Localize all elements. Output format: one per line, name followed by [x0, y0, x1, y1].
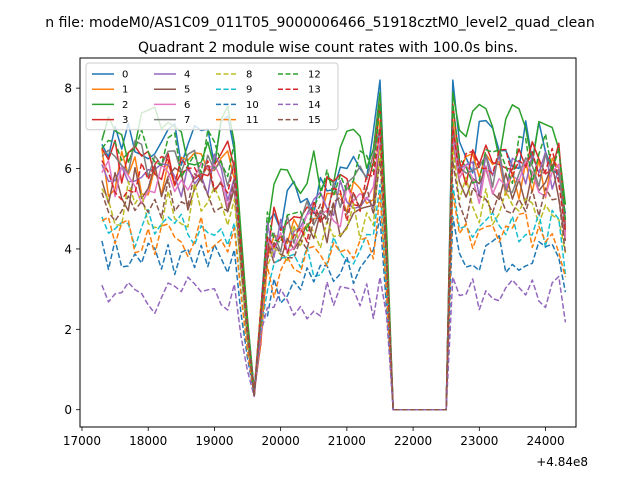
- legend-label-0: 0: [122, 70, 128, 81]
- y-tick-label-4: 4: [64, 242, 72, 256]
- series-line-10: [101, 216, 567, 411]
- x-offset-label: +4.84e8: [536, 455, 588, 469]
- legend-label-10: 10: [246, 100, 259, 111]
- axes-title: Quadrant 2 module wise count rates with …: [138, 40, 518, 56]
- y-tick-label-0: 0: [64, 403, 72, 417]
- legend-box: [85, 62, 339, 131]
- series-line-15: [101, 159, 567, 411]
- y-axis: 0 2 4 6 8: [64, 82, 80, 417]
- x-tick-label-17000: 17000: [63, 434, 101, 448]
- legend-label-7: 7: [184, 115, 190, 126]
- legend-label-1: 1: [122, 85, 128, 96]
- legend-label-4: 4: [184, 70, 190, 81]
- x-tick-label-23000: 23000: [460, 434, 498, 448]
- series-line-8: [101, 147, 567, 411]
- legend-label-5: 5: [184, 85, 190, 96]
- x-tick-label-22000: 22000: [394, 434, 432, 448]
- y-tick-label-6: 6: [64, 162, 72, 176]
- x-tick-label-19000: 19000: [195, 434, 233, 448]
- series-line-13: [101, 127, 567, 411]
- legend-label-2: 2: [122, 100, 128, 111]
- legend-label-15: 15: [308, 115, 321, 126]
- legend-label-12: 12: [308, 70, 321, 81]
- legend-label-9: 9: [246, 85, 252, 96]
- series-line-12: [101, 103, 567, 411]
- series-line-6: [101, 135, 567, 411]
- series-line-4: [101, 127, 567, 411]
- legend-label-14: 14: [308, 100, 321, 111]
- x-tick-label-24000: 24000: [526, 434, 564, 448]
- x-axis: 17000 18000 19000 20000 21000 22000 23000 24000: [63, 427, 565, 448]
- y-tick-label-2: 2: [64, 323, 72, 337]
- figure-suptitle: n file: modeM0/AS1C09_011T05_9000006466_…: [45, 15, 594, 31]
- series-line-14: [101, 275, 567, 411]
- x-tick-label-21000: 21000: [328, 434, 366, 448]
- series-line-11: [101, 191, 567, 411]
- x-tick-label-18000: 18000: [129, 434, 167, 448]
- legend-label-11: 11: [246, 115, 259, 126]
- legend-label-6: 6: [184, 100, 190, 111]
- legend-label-8: 8: [246, 70, 252, 81]
- axes-frame: [79, 57, 577, 428]
- y-tick-label-8: 8: [64, 82, 72, 96]
- legend-label-13: 13: [308, 85, 321, 96]
- x-tick-label-20000: 20000: [262, 434, 300, 448]
- legend-label-3: 3: [122, 115, 128, 126]
- series-line-9: [101, 183, 567, 411]
